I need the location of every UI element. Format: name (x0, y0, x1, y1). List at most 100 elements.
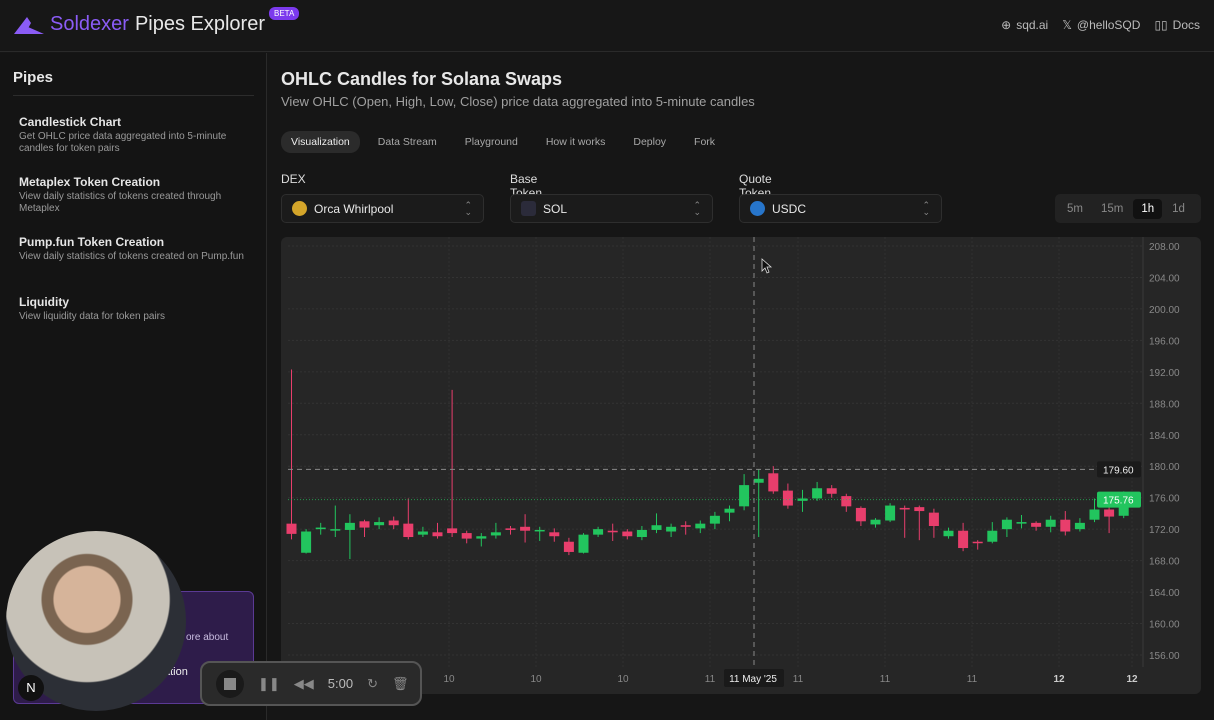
tab-deploy[interactable]: Deploy (633, 136, 667, 148)
candle-down (855, 507, 866, 522)
sidebar-item-metaplex[interactable]: Metaplex Token Creation View daily statis… (19, 175, 222, 214)
candle-up (724, 508, 735, 513)
orca-icon (292, 201, 307, 216)
chevron-updown-icon: ⌃ ⌄ (693, 199, 701, 217)
candle-up (987, 530, 998, 542)
tab-playground[interactable]: Playground (464, 136, 518, 148)
candle-down (972, 541, 983, 544)
candle-down (680, 525, 691, 527)
candle-down (1031, 522, 1042, 527)
chevron-updown-icon: ⌃ ⌄ (464, 199, 472, 217)
dex-select[interactable]: Orca Whirlpool ⌃ ⌄ (281, 194, 484, 223)
timeframe-5m[interactable]: 5m (1067, 202, 1083, 215)
tab-bar: Visualization Data Stream Playground How… (281, 131, 725, 153)
candle-up (1074, 522, 1085, 530)
candle-down (622, 531, 633, 537)
candle-up (636, 529, 647, 538)
y-tick-label: 180.00 (1149, 462, 1180, 473)
candle-down (403, 523, 414, 538)
y-tick-label: 168.00 (1149, 557, 1180, 568)
y-tick-label: 208.00 (1149, 242, 1180, 253)
crosshair-price-label: 179.60 (1103, 465, 1134, 476)
candle-down (432, 532, 443, 537)
candle-down (563, 541, 574, 552)
usdc-icon (750, 201, 765, 216)
tab-fork[interactable]: Fork (694, 136, 716, 148)
link-sqd[interactable]: ⊕ sqd.ai (1001, 18, 1049, 32)
crosshair-date-label: 11 May '25 (729, 674, 777, 685)
beta-badge: BETA (269, 7, 300, 20)
candle-down (768, 473, 779, 492)
crosshair-date-box (724, 669, 784, 687)
candle-up (1045, 519, 1056, 527)
candle-up (593, 529, 604, 535)
x-tick-label: 11 (880, 674, 891, 685)
sidebar-item-pumpfun[interactable]: Pump.fun Token Creation View daily statis… (19, 235, 244, 262)
chart-svg[interactable]: 208.00 204.00 200.00 196.00 192.00 188.00 184.… (281, 237, 1201, 694)
candle-up (476, 536, 487, 539)
candle-up (870, 519, 881, 525)
soldexer-logo-icon (14, 16, 44, 34)
candle-up (812, 488, 823, 499)
candle-down (782, 490, 793, 506)
candle-down (841, 496, 852, 507)
stop-button[interactable] (216, 669, 244, 698)
candle-up (301, 531, 312, 553)
x-tick-label: 12 (1126, 674, 1138, 685)
candle-up (330, 529, 341, 531)
brand-name: Soldexer (50, 13, 129, 35)
y-tick-label: 160.00 (1149, 620, 1180, 631)
candlestick-chart[interactable]: 208.00 204.00 200.00 196.00 192.00 188.00 184.… (281, 237, 1201, 694)
x-logo-icon: 𝕏 (1062, 18, 1072, 32)
tab-visualization[interactable]: Visualization (281, 131, 360, 153)
candle-up (797, 498, 808, 501)
candle-down (928, 512, 939, 527)
link-twitter[interactable]: 𝕏 @helloSQD (1062, 18, 1141, 32)
dex-label: DEX (281, 172, 306, 186)
y-tick-label: 204.00 (1149, 273, 1180, 284)
page-title: OHLC Candles for Solana Swaps (281, 69, 563, 89)
pause-button[interactable]: ❚❚ (258, 675, 280, 691)
candle-up (344, 522, 355, 530)
recording-timer: 5:00 (327, 676, 354, 691)
timeframe-1d[interactable]: 1d (1172, 202, 1185, 215)
x-tick-label: 11 (705, 674, 716, 685)
y-tick-label: 192.00 (1149, 368, 1180, 379)
candle-down (520, 526, 531, 531)
candle-up (1001, 519, 1012, 530)
base-token-select[interactable]: SOL ⌃ ⌄ (510, 194, 713, 223)
sidebar-item-liquidity[interactable]: Liquidity View liquidity data for token p… (19, 295, 166, 322)
x-tick-label: 12 (1053, 674, 1065, 685)
quote-token-select[interactable]: USDC ⌃ ⌄ (739, 194, 942, 223)
restart-button[interactable]: ↻ (367, 675, 379, 691)
candle-up (666, 526, 677, 532)
candle-down (447, 528, 458, 534)
x-tick-label: 11 (967, 674, 978, 685)
sidebar-item-candlestick[interactable]: Candlestick Chart Get OHLC price data agg… (19, 115, 227, 154)
mouse-cursor-icon (761, 258, 773, 274)
x-tick-label: 10 (617, 674, 629, 685)
candle-down (914, 507, 925, 512)
tab-how-it-works[interactable]: How it works (545, 136, 606, 148)
candle-up (315, 527, 326, 530)
delete-button[interactable]: 🗑 (392, 675, 409, 691)
y-tick-label: 172.00 (1149, 525, 1180, 536)
y-tick-label: 176.00 (1149, 494, 1180, 505)
stop-icon (224, 677, 236, 690)
candle-up (753, 478, 764, 483)
y-tick-label: 188.00 (1149, 399, 1180, 410)
y-tick-label: 184.00 (1149, 431, 1180, 442)
candle-up (417, 531, 428, 535)
timeframe-15m[interactable]: 15m (1100, 202, 1124, 215)
app-logo[interactable]: Soldexer Pipes Explorer BETA (14, 7, 300, 36)
candle-down (899, 507, 910, 510)
sidebar-title: Pipes (13, 69, 54, 86)
rewind-button[interactable]: ◀◀ (293, 675, 314, 691)
timeframe-1h[interactable]: 1h (1133, 198, 1163, 219)
book-icon: ▯▯ (1154, 18, 1168, 32)
link-docs[interactable]: ▯▯ Docs (1154, 18, 1200, 32)
tab-data-stream[interactable]: Data Stream (377, 136, 437, 148)
product-name: Pipes Explorer (134, 13, 265, 35)
crosshair-price-box (1097, 461, 1141, 478)
candle-down (826, 488, 837, 494)
